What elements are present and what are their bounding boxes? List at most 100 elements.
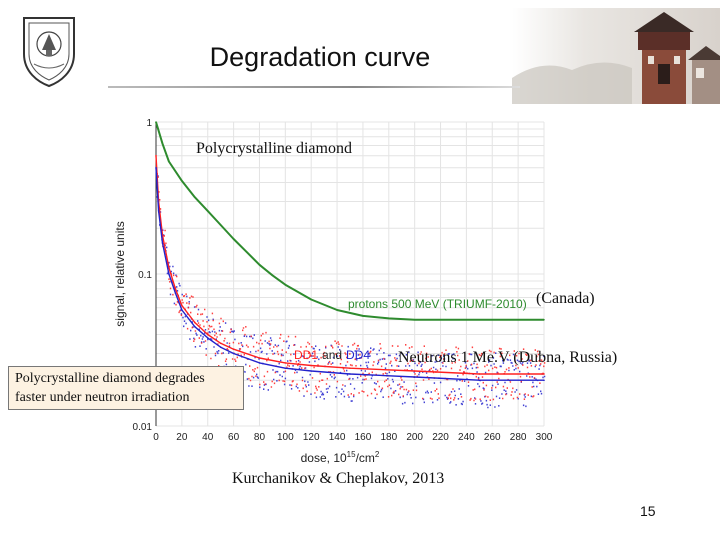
- y-tick-label: 1: [146, 118, 152, 129]
- slide-title: Degradation curve: [209, 42, 431, 72]
- data-point: [543, 318, 545, 321]
- x-tick-label: 280: [510, 432, 527, 443]
- data-point: [194, 196, 196, 199]
- title-underline: [108, 86, 520, 88]
- x-axis-label-unit-exp: 2: [375, 450, 380, 459]
- data-point: [155, 154, 157, 157]
- data-point: [271, 274, 274, 277]
- y-axis-label: signal, relative units: [113, 221, 127, 326]
- note-box: Polycrystalline diamond degrades faster …: [8, 366, 244, 410]
- x-tick-label: 120: [303, 432, 320, 443]
- data-point: [232, 348, 235, 351]
- canada-label: (Canada): [536, 290, 595, 307]
- data-point: [155, 121, 157, 123]
- data-point: [168, 273, 170, 275]
- data-point: [232, 352, 235, 355]
- data-point: [310, 370, 312, 372]
- y-tick-label: 0.01: [133, 422, 153, 433]
- data-point: [284, 367, 287, 370]
- x-axis-label-text: dose, 10: [301, 451, 347, 465]
- x-axis-label-unit: /cm: [356, 451, 375, 465]
- x-tick-label: 240: [458, 432, 475, 443]
- data-point: [161, 142, 164, 145]
- data-point: [258, 362, 261, 364]
- y-tick-labels: 1 0.1 0.01: [133, 118, 153, 433]
- data-point: [362, 315, 364, 317]
- data-point: [219, 224, 222, 226]
- data-point: [258, 357, 261, 359]
- data-point: [310, 364, 312, 367]
- data-point: [194, 325, 196, 328]
- data-point: [478, 373, 481, 375]
- degradation-chart: 0 20 40 60 80 100 120 140 160 180 200 220 240 260 280 3…: [113, 118, 553, 465]
- citation: Kurchanikov & Cheplakov, 2013: [232, 470, 445, 487]
- data-point: [388, 317, 390, 320]
- data-point: [232, 238, 235, 240]
- data-point: [194, 321, 196, 324]
- data-point: [174, 287, 177, 290]
- data-point: [181, 304, 183, 307]
- data-point: [206, 333, 209, 336]
- polycrystalline-label: Polycrystalline diamond: [196, 140, 352, 157]
- campus-tower-photo: [512, 8, 720, 104]
- data-point: [168, 160, 170, 163]
- x-tick-label: 260: [484, 432, 501, 443]
- data-point: [284, 283, 287, 286]
- x-tick-label: 80: [254, 432, 266, 443]
- x-tick-label: 0: [153, 432, 159, 443]
- data-point: [206, 337, 209, 339]
- data-point: [439, 318, 442, 321]
- neutrons-label: Neutrons 1 Me.V (Dubna, Russia): [398, 349, 618, 366]
- series-lines: [155, 121, 545, 382]
- data-point: [491, 318, 494, 321]
- data-point: [517, 318, 519, 321]
- series-line-protons: [155, 121, 544, 321]
- x-tick-label: 140: [329, 432, 346, 443]
- x-tick-labels: 0 20 40 60 80 100 120 140 160 180 200 220 240 260 280 3…: [153, 432, 553, 443]
- x-axis-label-exp: 15: [347, 450, 356, 459]
- x-tick-label: 300: [536, 432, 553, 443]
- legend-protons: protons 500 MeV (TRIUMF-2010): [348, 297, 527, 311]
- data-point: [206, 210, 209, 212]
- data-point: [349, 367, 351, 370]
- data-point: [219, 346, 222, 348]
- data-point: [413, 376, 416, 378]
- data-point: [349, 373, 351, 375]
- data-point: [543, 373, 545, 375]
- data-point: [181, 180, 183, 182]
- data-point: [310, 298, 312, 301]
- legend-dd4: DD4: [346, 348, 370, 362]
- data-point: [413, 370, 416, 372]
- x-tick-label: 100: [277, 432, 294, 443]
- data-point: [161, 242, 164, 244]
- university-seal-logo: [23, 17, 75, 88]
- y-tick-label: 0.1: [138, 270, 152, 281]
- legend-dd1: DD1: [294, 348, 318, 362]
- data-point: [284, 362, 287, 364]
- data-point: [413, 318, 416, 321]
- x-tick-label: 160: [355, 432, 372, 443]
- page-number: 15: [640, 503, 656, 519]
- data-point: [219, 342, 222, 345]
- data-point: [543, 379, 545, 382]
- data-point: [155, 166, 157, 169]
- data-point: [181, 309, 183, 311]
- legend-dd: DD1 and DD4: [294, 348, 370, 362]
- data-point: [168, 266, 170, 269]
- data-point: [157, 210, 160, 212]
- data-point: [174, 292, 177, 294]
- note-line-2: faster under neutron irradiation: [15, 390, 190, 405]
- x-axis-label: dose, 1015/cm2: [301, 450, 380, 465]
- x-tick-label: 40: [202, 432, 214, 443]
- data-point: [478, 379, 481, 382]
- x-tick-label: 180: [380, 432, 397, 443]
- x-tick-label: 60: [228, 432, 240, 443]
- x-tick-label: 220: [432, 432, 449, 443]
- x-tick-label: 200: [406, 432, 423, 443]
- x-tick-label: 20: [176, 432, 188, 443]
- data-point: [245, 250, 248, 253]
- legend-and: and: [322, 348, 342, 362]
- data-point: [258, 263, 261, 266]
- data-point: [336, 309, 338, 311]
- data-point: [465, 318, 468, 321]
